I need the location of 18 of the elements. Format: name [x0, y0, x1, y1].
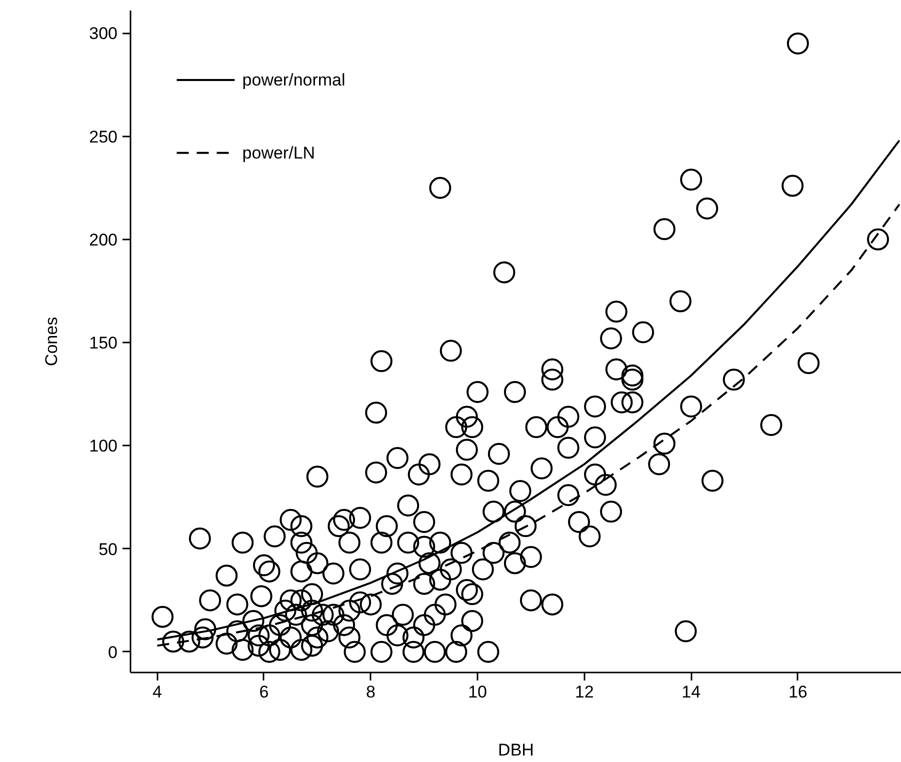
y-tick-label: 250: [89, 127, 118, 146]
y-tick-label: 0: [108, 642, 118, 662]
x-tick-label: 12: [574, 682, 594, 702]
x-tick-label: 8: [366, 682, 376, 702]
y-tick-label: 150: [89, 334, 118, 353]
x-axis-title: DBH: [498, 740, 534, 760]
x-tick-label: 4: [152, 682, 162, 702]
y-tick-label: 100: [89, 436, 118, 456]
y-tick-label: 50: [98, 540, 118, 559]
legend-label: power/normal: [242, 70, 346, 90]
y-tick-label: 200: [89, 230, 118, 250]
x-tick-label: 16: [788, 682, 808, 702]
y-axis-title: Cones: [42, 316, 62, 366]
y-tick-label: 300: [89, 24, 118, 44]
legend-label: power/LN: [242, 143, 316, 162]
x-tick-label: 10: [468, 682, 488, 702]
x-tick-label: 14: [682, 682, 701, 702]
x-tick-label: 6: [259, 682, 269, 702]
